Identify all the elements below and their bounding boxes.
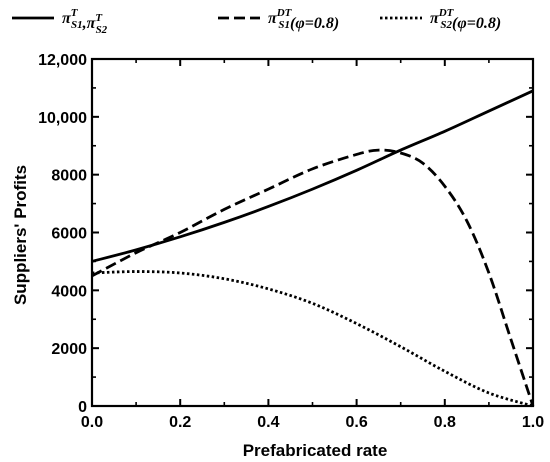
y-tick-label: 8000 (51, 168, 87, 185)
x-tick-label: 0.6 (345, 414, 367, 431)
series-line-dashed (91, 148, 535, 407)
y-tick-label: 4000 (51, 283, 87, 300)
legend-label: πDT S2(φ=0.8) (430, 7, 501, 32)
series-line-solid (91, 89, 534, 263)
legend-label: πT S1,πT S2 (62, 7, 108, 36)
plot-frame (90, 57, 535, 408)
y-tick-label: 2000 (51, 341, 87, 358)
y-axis-label: Suppliers' Profits (11, 165, 30, 305)
y-tick-label: 12,000 (38, 52, 87, 69)
plot-area (91, 89, 535, 408)
y-tick-label: 10,000 (38, 110, 87, 127)
x-tick-label: 1.0 (522, 414, 544, 431)
x-axis-label: Prefabricated rate (243, 441, 388, 460)
series-line-dotted (91, 270, 534, 408)
y-tick-label: 0 (78, 399, 87, 416)
legend: πT S1,πT S2 πDT S1(φ=0.8) πDT S2(φ=0.8) (12, 7, 501, 36)
axes: 0.0 0.2 0.4 0.6 0.8 1.0 0 2000 4000 6000 8000 10,00… (38, 52, 544, 431)
x-tick-label: 0.8 (434, 414, 456, 431)
x-tick-label: 0.4 (257, 414, 279, 431)
x-tick-label: 0.0 (81, 414, 103, 431)
y-tick-label: 6000 (51, 226, 87, 243)
legend-label: πDT S1(φ=0.8) (268, 7, 339, 32)
x-tick-label: 0.2 (169, 414, 191, 431)
